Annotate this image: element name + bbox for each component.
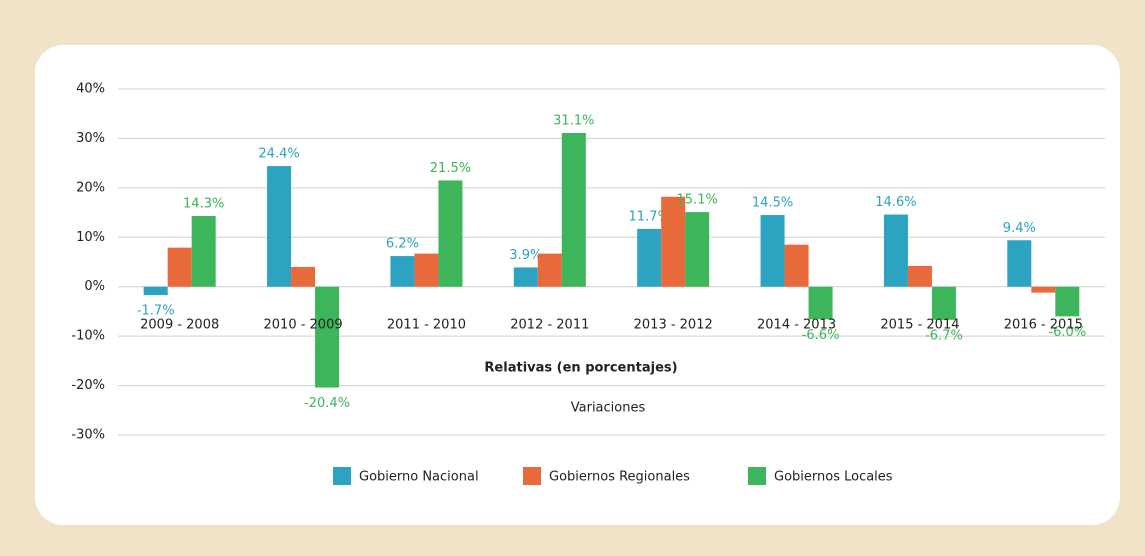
legend-label: Gobiernos Regionales [549, 470, 690, 485]
y-tick-label: -10% [71, 329, 105, 344]
data-label: 14.3% [183, 197, 224, 212]
bar [661, 196, 686, 287]
legend-label: Gobiernos Locales [774, 470, 893, 485]
y-tick-label: 30% [76, 131, 105, 146]
legend-swatch [523, 467, 541, 485]
bar [1055, 286, 1080, 317]
y-tick-label: 10% [76, 230, 105, 245]
x-tick-label: 2014 - 2013 [757, 318, 836, 333]
data-label: -20.4% [304, 396, 350, 411]
bar [390, 256, 415, 287]
data-label: 11.7% [629, 209, 670, 224]
data-label: 14.5% [752, 196, 793, 211]
data-label: 6.2% [386, 237, 419, 252]
data-label: 21.5% [430, 161, 471, 176]
bar [167, 247, 192, 287]
y-tick-label: 40% [76, 82, 105, 97]
bar [685, 212, 710, 287]
x-tick-label: 2010 - 2009 [264, 318, 343, 333]
bar [931, 286, 956, 320]
data-label: 14.6% [875, 195, 916, 210]
bar [784, 244, 809, 287]
y-tick-label: 20% [76, 180, 105, 195]
bar [267, 166, 292, 287]
x-tick-label: 2016 - 2015 [1004, 318, 1083, 333]
bar [1031, 286, 1056, 293]
data-label: -1.7% [137, 304, 175, 319]
bar [438, 180, 463, 287]
bar [561, 132, 586, 287]
bar [907, 265, 932, 287]
data-label: 15.1% [677, 193, 718, 208]
data-label: 31.1% [553, 113, 594, 128]
bar [315, 286, 340, 388]
bar [883, 214, 908, 287]
bar [191, 216, 216, 287]
bar [760, 215, 785, 287]
data-label: -6.0% [1048, 325, 1086, 340]
bar [537, 253, 562, 287]
data-label: -6.7% [925, 328, 963, 343]
bar [637, 228, 662, 287]
x-tick-label: 2009 - 2008 [140, 318, 219, 333]
y-tick-label: -20% [71, 378, 105, 393]
y-tick-label: 0% [84, 279, 105, 294]
data-label: -6.6% [802, 328, 840, 343]
x-tick-label: 2011 - 2010 [387, 318, 466, 333]
bar [513, 267, 538, 287]
bar [1007, 240, 1032, 287]
legend-swatch [333, 467, 351, 485]
x-tick-label: 2013 - 2012 [634, 318, 713, 333]
x-tick-label: 2015 - 2014 [880, 318, 959, 333]
x-tick-label: 2012 - 2011 [510, 318, 589, 333]
y-tick-label: -30% [71, 428, 105, 443]
data-label: 24.4% [258, 147, 299, 162]
subtitle: Variaciones [571, 401, 646, 416]
bar [143, 286, 168, 296]
data-label: 3.9% [509, 248, 542, 263]
bar [414, 253, 439, 287]
x-axis-label: Relativas (en porcentajes) [484, 361, 677, 376]
data-label: 9.4% [1003, 221, 1036, 236]
legend-label: Gobierno Nacional [359, 470, 479, 485]
bar [808, 286, 833, 320]
bar [291, 266, 316, 287]
legend-swatch [748, 467, 766, 485]
